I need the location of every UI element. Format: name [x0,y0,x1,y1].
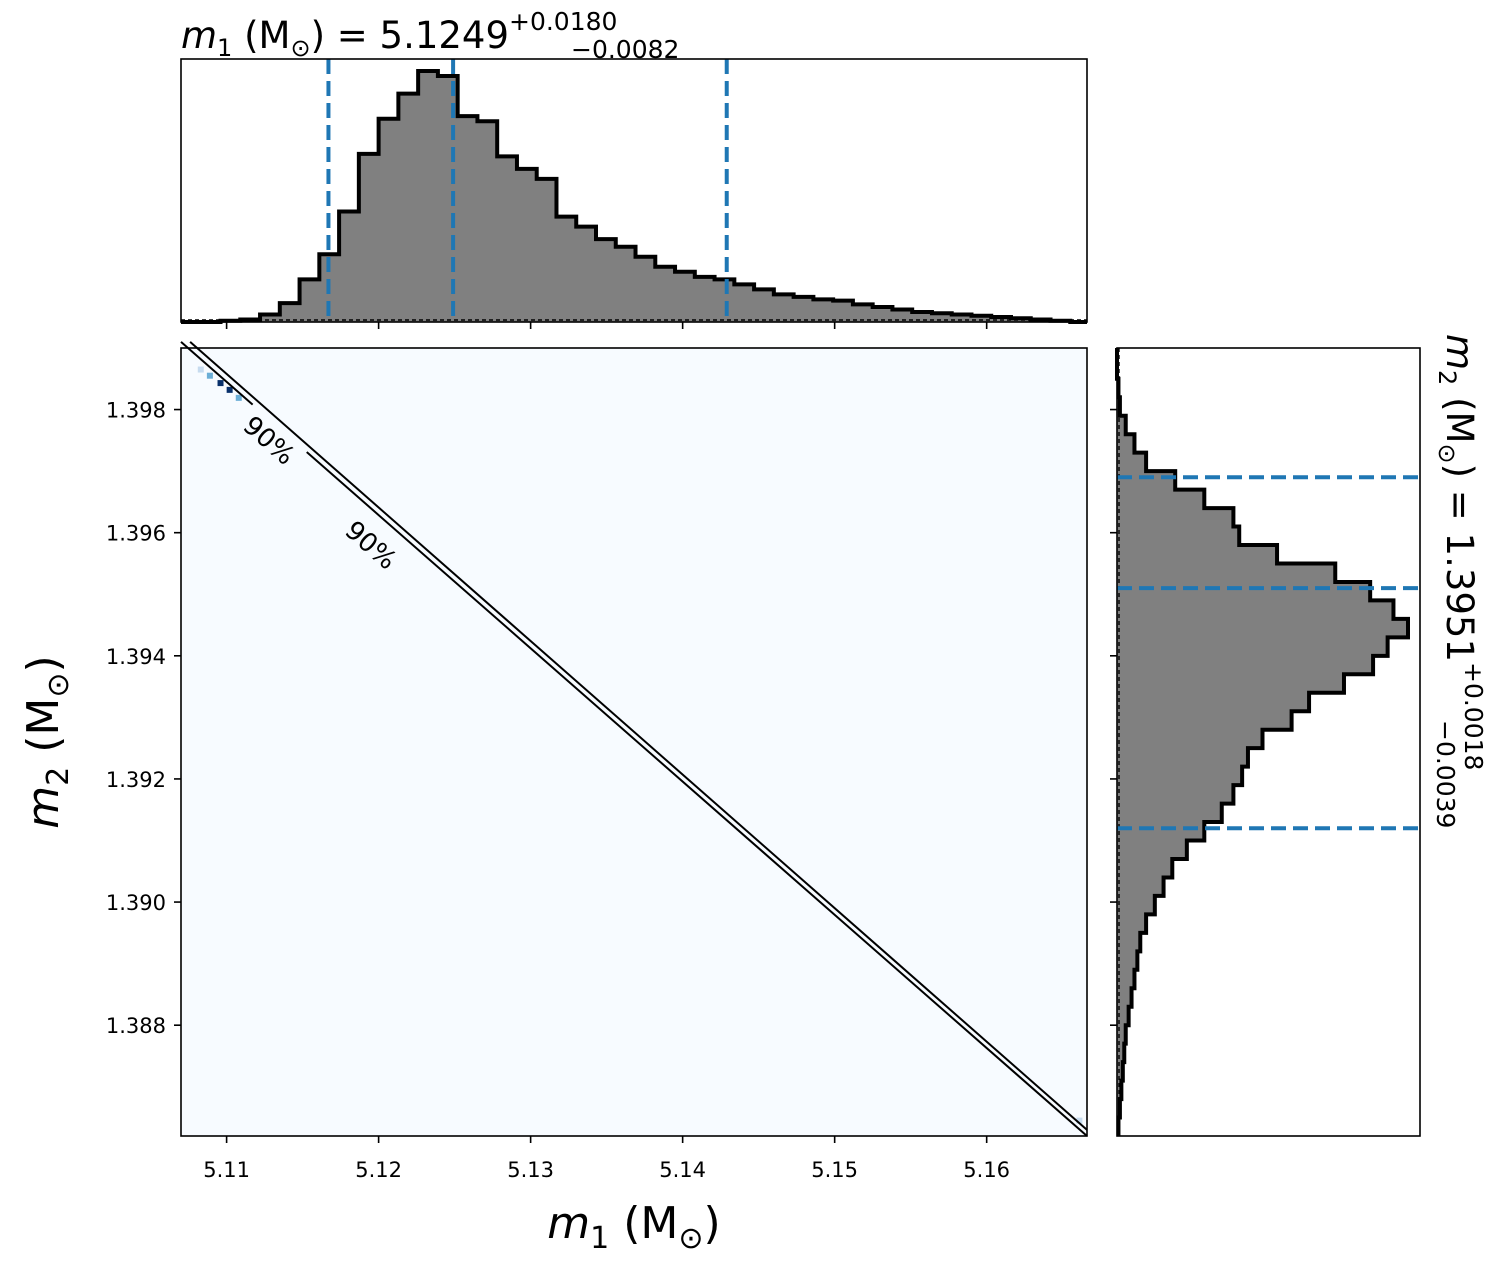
m1-marginal-frame [180,58,1088,323]
y-tick-label-2: 1.392 [106,768,166,792]
m2-histogram-outline [1115,348,1410,1136]
m1-marginal-panel: m1 (M⊙) = 5.1249+0.0180 −0.0082 [180,7,1088,329]
y-axis-unit: (M [18,698,69,767]
m2-histogram [1115,348,1410,1136]
m2-title-unit: (M [1438,385,1481,443]
heatmap-cell-5 [1076,1117,1083,1124]
joint-y-ticks: 1.388 1.390 1.392 1.394 1.396 1.398 [106,399,181,1038]
m2-title-value: ) = 1.3951 [1438,464,1481,662]
contour-label-gap-0 [230,403,309,478]
m2-title-subscript: 2 [1433,370,1461,385]
x-tick-label-4: 5.15 [811,1158,858,1182]
joint-x-ticks: 5.11 5.12 5.13 5.14 5.15 5.16 [203,1136,1010,1182]
y-axis-subscript: 2 [41,767,76,786]
m2-title-symbol: m [1438,334,1481,370]
y-tick-label-0: 1.388 [106,1014,166,1038]
m1-histogram-fill [181,71,1087,322]
m2-marginal-title: m2 (M⊙) = 1.3951+0.0018 [1433,334,1488,770]
m1-title-symbol: m [181,14,217,57]
heatmap-cell-2 [217,380,224,387]
joint-panel: 90%90% 5.11 5.12 5.13 5.14 5.15 5.16 1.3881.3… [18,341,1088,1256]
joint-frame [180,347,1088,1137]
contour-label-gap-1 [332,507,410,583]
m1-histogram-outline [181,69,1087,324]
heatmap-cell-1 [206,372,213,379]
m1-title-unit: (M [232,14,290,57]
x-tick-label-3: 5.14 [659,1158,706,1182]
x-axis-unit: (M [609,1198,678,1249]
x-axis-symbol: m [547,1198,590,1249]
m1-title-subscript: 1 [217,34,232,62]
m2-marginal-frame [1116,347,1421,1137]
m2-marginal-ticks [1110,408,1117,1026]
contour-line-1 [189,341,1088,1131]
m2-title-lower-error: −0.0039 [1431,720,1460,828]
heatmap-cell-3 [226,386,233,393]
x-axis-title: m1 (M⊙) [547,1198,720,1256]
m2-quantile-lines [1117,475,1420,831]
contour-line-0 [180,341,1088,1137]
m1-title-sun-symbol: ⊙ [290,34,310,62]
m2-title-upper-error: +0.0018 [1459,662,1488,770]
m1-marginal-ticks [225,322,988,329]
y-tick-label-4: 1.396 [106,522,166,546]
m1-histogram [181,69,1087,324]
m1-title-value: ) = 5.1249 [311,14,509,57]
y-axis-close: ) [18,655,69,672]
y-tick-label-5: 1.398 [106,399,166,423]
x-tick-label-1: 5.12 [355,1158,402,1182]
joint-contours [180,341,1088,1137]
x-axis-close: ) [704,1198,721,1249]
x-tick-label-2: 5.13 [507,1158,554,1182]
y-tick-label-3: 1.394 [106,645,166,669]
m1-marginal-title: m1 (M⊙) = 5.1249+0.0180 [181,7,617,62]
y-tick-label-1: 1.390 [106,891,166,915]
x-axis-sun-symbol: ⊙ [678,1221,703,1256]
x-tick-label-5: 5.16 [963,1158,1010,1182]
y-axis-title: m2 (M⊙) [18,655,76,828]
m1-title-upper-error: +0.0180 [509,7,617,36]
y-axis-symbol: m [18,786,69,829]
heatmap-cell-0 [197,366,204,373]
heatmap-cell-4 [235,394,242,401]
x-tick-label-0: 5.11 [203,1158,250,1182]
x-axis-subscript: 1 [590,1221,609,1256]
m2-marginal-panel: m2 (M⊙) = 1.3951+0.0018 −0.0039 [1110,334,1488,1137]
joint-heatmap-cells [197,366,1083,1124]
m2-title-sun-symbol: ⊙ [1433,443,1461,463]
y-axis-sun-symbol: ⊙ [41,672,76,697]
